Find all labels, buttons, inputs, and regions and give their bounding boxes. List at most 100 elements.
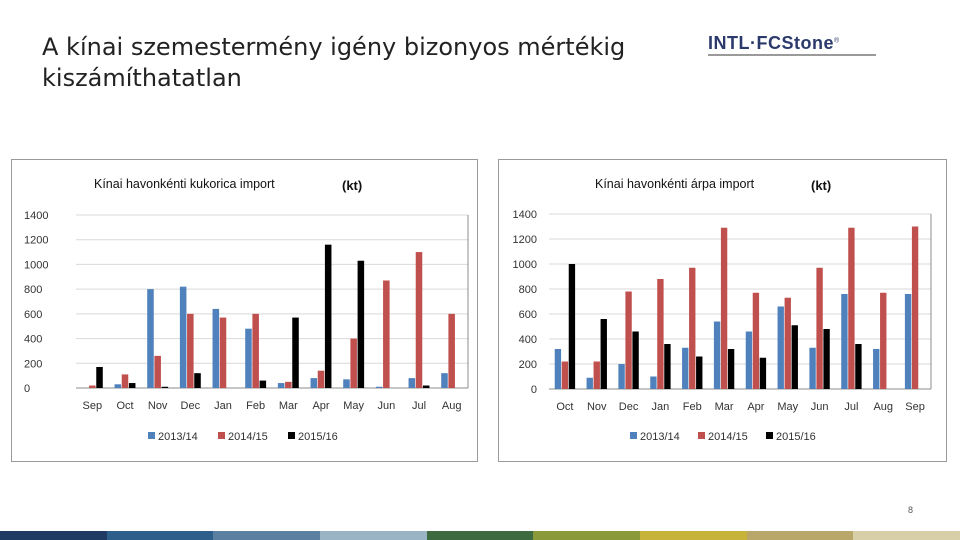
x-tick-label: Nov [587, 401, 607, 413]
footer-segment [213, 531, 320, 540]
y-tick-label: 1200 [24, 235, 48, 247]
y-tick-label: 800 [24, 284, 42, 296]
y-tick-label: 400 [24, 334, 42, 346]
legend-swatch [766, 432, 773, 439]
bar-2015-16 [727, 349, 735, 389]
bar-2013-14 [179, 286, 187, 388]
bar-2013-14 [682, 347, 689, 389]
bar-2015-16 [855, 344, 862, 389]
bar-2013-14 [777, 306, 784, 389]
chart-unit-label: (kt) [811, 178, 831, 193]
x-tick-label: Oct [556, 401, 573, 413]
y-tick-label: 0 [24, 383, 30, 395]
bar-2015-16 [600, 319, 607, 389]
bar-2013-14 [212, 308, 220, 388]
bar-2013-14 [904, 294, 912, 389]
x-tick-label: Jun [811, 401, 829, 413]
logo-registered-mark: ® [833, 37, 840, 45]
legend-swatch [218, 432, 225, 439]
footer-color-bar [0, 531, 960, 540]
barley-import-chart: Kínai havonkénti árpa import (kt) 0 200 400 6… [498, 159, 947, 462]
bar-2013-14 [873, 349, 880, 389]
y-tick-label: 0 [531, 384, 537, 396]
x-tick-label: May [343, 400, 364, 412]
bar-2014-15 [689, 267, 696, 389]
y-tick-label: 1200 [513, 234, 537, 246]
footer-segment [0, 531, 107, 540]
legend-label: 2013/14 [158, 431, 198, 443]
bar-2013-14 [809, 347, 816, 389]
corn-import-chart-svg: Kínai havonkénti kukorica import (kt) 0 200… [24, 177, 469, 443]
bar-2014-15 [121, 374, 129, 388]
bar-2015-16 [324, 244, 332, 388]
bar-2015-16 [161, 386, 169, 388]
bar-2015-16 [568, 264, 576, 389]
bar-2014-15 [880, 292, 887, 389]
bar-2014-15 [720, 227, 728, 389]
footer-segment [319, 531, 427, 540]
bar-2015-16 [259, 380, 267, 388]
bar-2015-16 [823, 329, 830, 389]
bar-2015-16 [664, 344, 671, 389]
barley-import-chart-svg: Kínai havonkénti árpa import (kt) 0 200 400 6… [513, 177, 932, 443]
bar-2013-14 [408, 378, 416, 388]
x-tick-label: Jun [377, 400, 395, 412]
legend-swatch [288, 432, 295, 439]
bar-2014-15 [317, 370, 325, 388]
bar-2013-14 [114, 384, 122, 388]
bar-2013-14 [375, 386, 383, 388]
bar-2014-15 [154, 355, 161, 388]
bar-2014-15 [383, 280, 390, 388]
bar-2013-14 [147, 289, 154, 388]
y-tick-label: 200 [24, 358, 42, 370]
bar-2015-16 [422, 385, 430, 388]
bar-2015-16 [759, 357, 767, 389]
y-tick-label: 800 [519, 284, 537, 296]
bar-2014-15 [415, 252, 423, 388]
bar-2013-14 [841, 294, 848, 389]
bar-2014-15 [350, 338, 357, 388]
legend-swatch [148, 432, 155, 439]
x-tick-label: Sep [905, 401, 925, 413]
bar-2014-15 [219, 317, 227, 388]
x-tick-label: Apr [312, 400, 329, 412]
logo-text: INTL·FCStone [708, 33, 834, 53]
bar-2014-15 [593, 361, 600, 389]
x-tick-label: Sep [83, 400, 103, 412]
bar-2013-14 [310, 378, 318, 388]
x-tick-label: Dec [619, 401, 639, 413]
footer-segment [426, 531, 534, 540]
bar-2013-14 [554, 349, 562, 389]
bar-2014-15 [911, 226, 919, 389]
company-logo: INTL·FCStone® [708, 33, 888, 56]
bar-2013-14 [618, 364, 625, 389]
footer-segment [746, 531, 854, 540]
x-tick-label: Mar [279, 400, 298, 412]
bar-2013-14 [277, 383, 285, 388]
bar-2014-15 [752, 292, 760, 389]
bar-2014-15 [657, 279, 664, 389]
x-tick-label: May [777, 401, 798, 413]
slide-title: A kínai szemestermény igény bizonyos mér… [42, 33, 626, 92]
bar-2014-15 [448, 313, 455, 388]
x-tick-label: Jul [844, 401, 858, 413]
bar-2015-16 [357, 260, 365, 388]
bar-2014-15 [784, 297, 791, 389]
legend-swatch [698, 432, 705, 439]
x-tick-label: Apr [747, 401, 764, 413]
footer-segment [639, 531, 747, 540]
bar-2015-16 [96, 366, 103, 388]
legend-label: 2015/16 [776, 431, 816, 443]
bar-2013-14 [441, 373, 448, 388]
y-tick-label: 1000 [24, 259, 48, 271]
chart-unit-label: (kt) [342, 178, 362, 193]
bar-2014-15 [561, 361, 569, 389]
footer-segment [853, 531, 960, 540]
bar-2014-15 [285, 381, 292, 388]
bar-2014-15 [89, 385, 96, 388]
bar-2013-14 [586, 377, 593, 389]
bar-2013-14 [245, 328, 252, 388]
bar-2015-16 [292, 317, 299, 388]
y-tick-label: 1400 [513, 209, 537, 221]
bar-2015-16 [128, 383, 136, 388]
